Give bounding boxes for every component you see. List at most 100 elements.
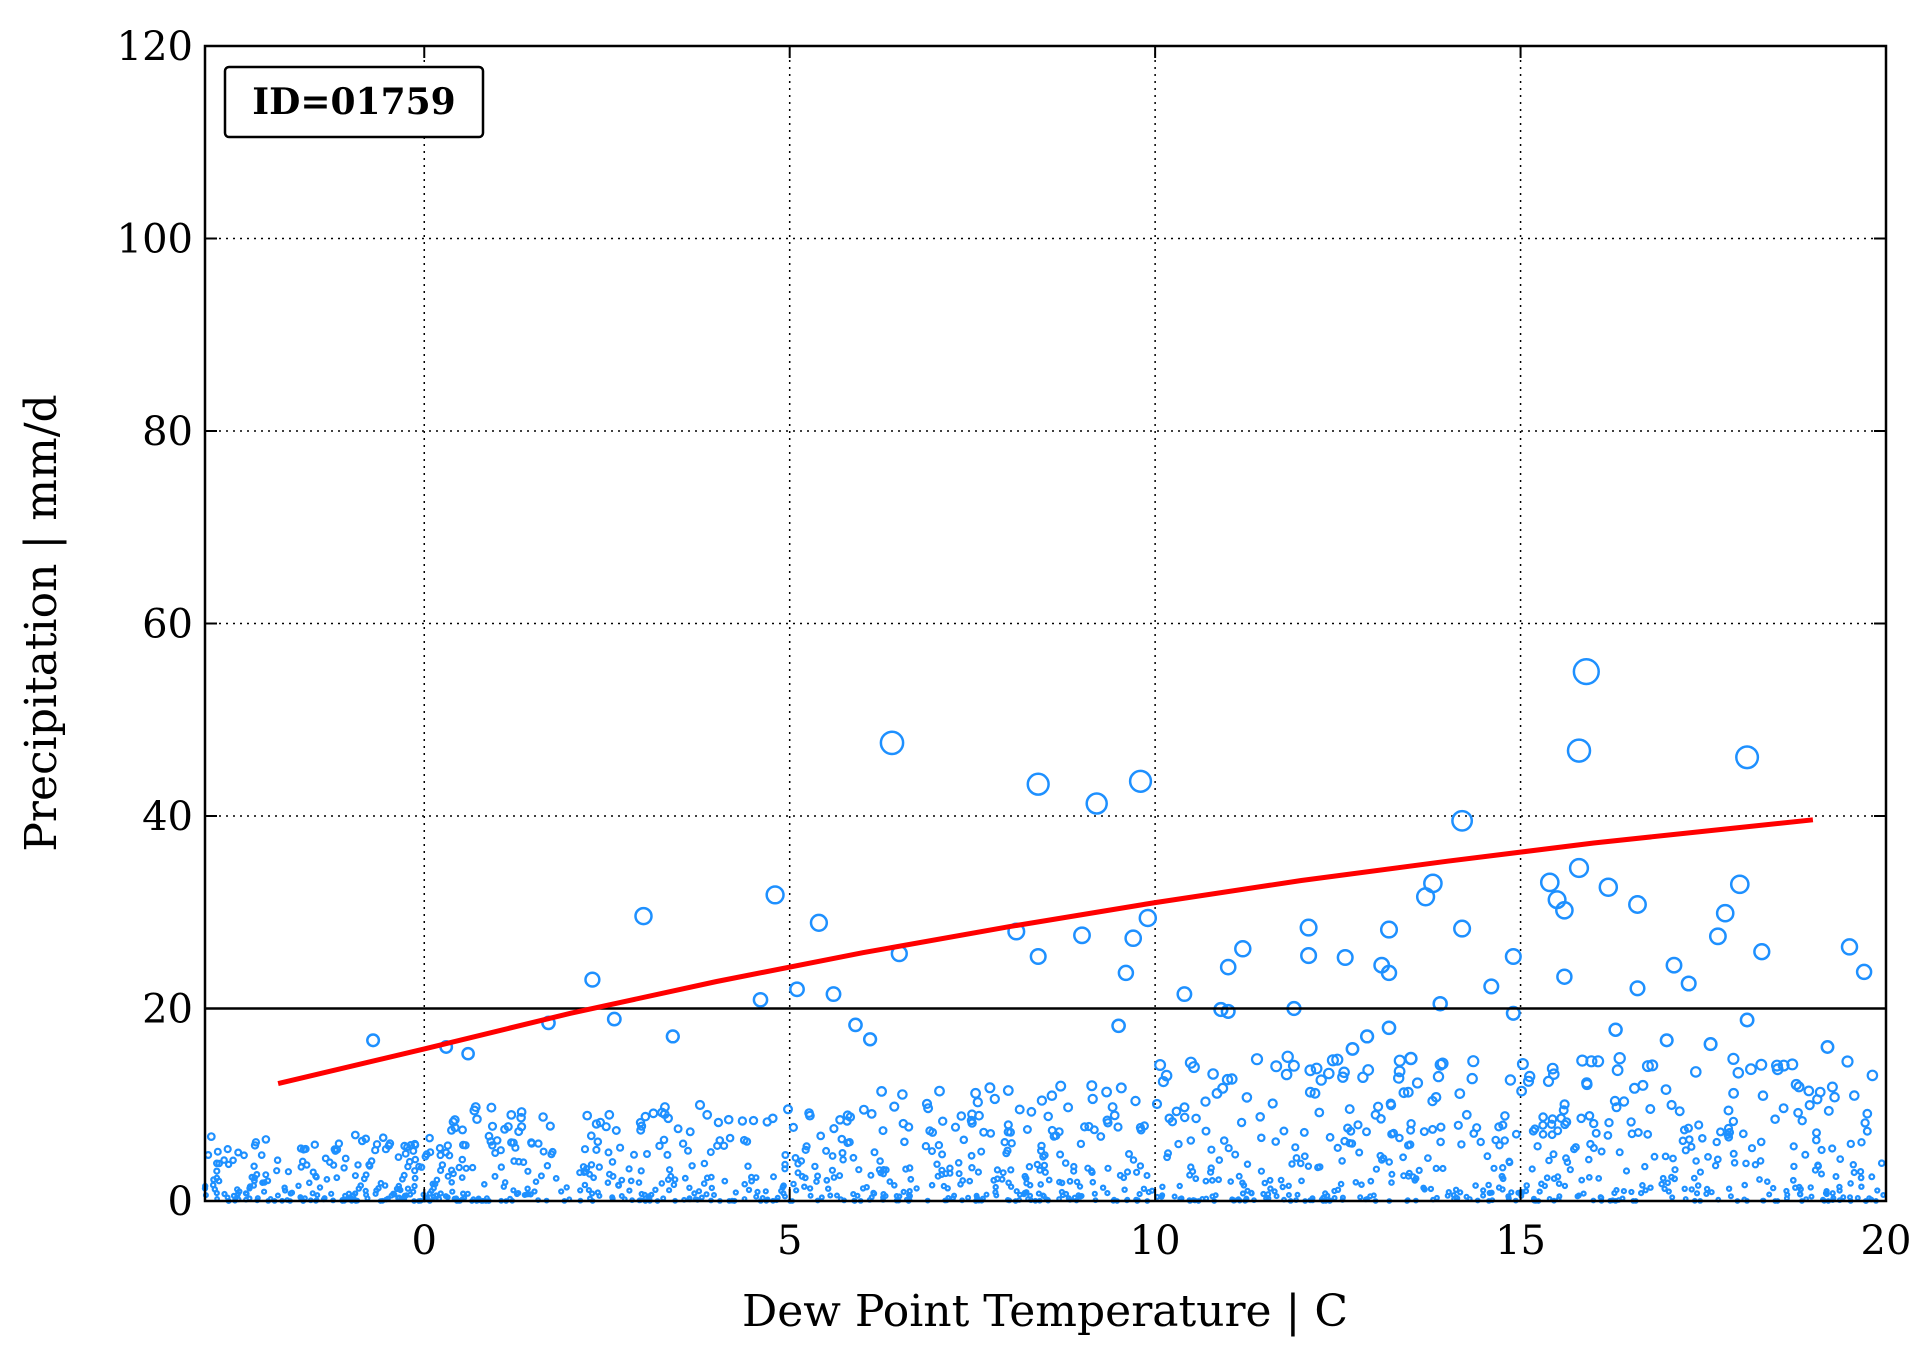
data-point bbox=[1664, 1179, 1672, 1187]
data-point bbox=[1221, 1073, 1234, 1086]
data-point bbox=[1271, 1188, 1278, 1195]
data-point bbox=[1628, 895, 1647, 914]
data-point bbox=[974, 1110, 984, 1121]
data-point bbox=[1690, 1174, 1698, 1182]
data-point bbox=[1287, 1059, 1300, 1072]
data-point bbox=[437, 1190, 444, 1197]
data-point bbox=[876, 1085, 887, 1097]
data-point bbox=[444, 1194, 451, 1201]
data-point bbox=[667, 1172, 675, 1180]
data-point bbox=[1040, 1193, 1047, 1200]
data-point bbox=[1333, 1143, 1342, 1153]
data-point bbox=[1585, 1173, 1593, 1181]
data-point bbox=[1841, 1055, 1854, 1068]
data-point bbox=[261, 1135, 271, 1144]
data-point bbox=[590, 1174, 597, 1182]
data-point bbox=[1451, 809, 1474, 832]
data-point bbox=[823, 1176, 831, 1184]
data-point bbox=[384, 1141, 393, 1150]
data-point bbox=[1202, 1177, 1210, 1185]
data-point bbox=[1849, 1160, 1858, 1169]
data-point bbox=[1163, 1153, 1171, 1162]
data-point bbox=[1300, 1152, 1309, 1161]
data-point bbox=[634, 906, 653, 926]
data-point bbox=[967, 1151, 976, 1160]
data-point bbox=[527, 1139, 536, 1148]
data-point bbox=[1430, 1092, 1442, 1103]
data-point bbox=[1089, 1125, 1099, 1135]
data-point bbox=[500, 1124, 510, 1134]
data-point bbox=[1176, 1182, 1183, 1190]
data-point bbox=[710, 1191, 717, 1198]
data-point bbox=[1480, 1192, 1487, 1199]
data-point bbox=[794, 1159, 802, 1168]
data-point bbox=[447, 1125, 457, 1135]
data-point bbox=[1732, 1067, 1745, 1079]
data-point bbox=[708, 1184, 716, 1192]
data-point bbox=[1498, 1163, 1507, 1172]
data-point bbox=[287, 1190, 294, 1197]
y-tick-label: 40 bbox=[142, 794, 193, 840]
data-point bbox=[1797, 1115, 1807, 1126]
data-point bbox=[1786, 1058, 1799, 1071]
data-point bbox=[769, 1173, 777, 1181]
data-point bbox=[1725, 1127, 1735, 1137]
data-point bbox=[1325, 1132, 1335, 1142]
x-tick-label: 15 bbox=[1495, 1218, 1546, 1264]
data-point bbox=[1560, 1119, 1570, 1130]
data-point bbox=[1694, 1120, 1704, 1130]
data-point bbox=[1812, 1135, 1821, 1145]
data-point bbox=[1812, 1094, 1823, 1105]
data-point bbox=[229, 1156, 237, 1165]
data-point bbox=[1463, 1193, 1470, 1200]
data-point bbox=[516, 1122, 527, 1132]
data-point bbox=[1179, 1112, 1190, 1123]
data-point bbox=[372, 1140, 382, 1149]
data-point bbox=[448, 1117, 458, 1127]
data-point bbox=[1077, 1193, 1084, 1200]
data-point bbox=[1523, 1182, 1531, 1189]
data-point bbox=[928, 1127, 938, 1137]
data-point bbox=[1219, 1136, 1229, 1145]
data-point bbox=[1086, 1080, 1098, 1092]
data-point bbox=[1646, 1059, 1659, 1072]
data-point bbox=[954, 1159, 963, 1167]
data-point bbox=[1778, 1103, 1789, 1114]
data-point bbox=[778, 1187, 785, 1195]
data-point bbox=[1826, 1081, 1838, 1093]
data-point bbox=[984, 1082, 996, 1094]
annotation-box: ID=01759 bbox=[223, 65, 485, 139]
data-point bbox=[445, 1151, 454, 1160]
data-point bbox=[390, 1190, 397, 1197]
data-point bbox=[1411, 1077, 1424, 1089]
data-point bbox=[1304, 1086, 1316, 1098]
data-point bbox=[626, 1187, 633, 1194]
data-point bbox=[524, 1185, 531, 1192]
data-point bbox=[1637, 1189, 1645, 1197]
data-point bbox=[1385, 1100, 1397, 1111]
data-point bbox=[902, 1165, 910, 1173]
data-point bbox=[220, 1156, 228, 1164]
data-point bbox=[1370, 1109, 1381, 1120]
dense-point-cloud bbox=[201, 1050, 1887, 1204]
data-point bbox=[1729, 1149, 1738, 1158]
data-point bbox=[673, 1124, 683, 1134]
data-point bbox=[1200, 1096, 1211, 1107]
data-point bbox=[691, 1190, 698, 1197]
data-point bbox=[1151, 1098, 1163, 1110]
data-point bbox=[545, 1121, 555, 1131]
data-point bbox=[1650, 1152, 1659, 1161]
data-point bbox=[1797, 1191, 1804, 1198]
data-point bbox=[867, 1171, 875, 1179]
data-point bbox=[1801, 1150, 1810, 1159]
data-point bbox=[1419, 1127, 1429, 1137]
data-point bbox=[436, 1151, 445, 1160]
data-point bbox=[1085, 792, 1108, 815]
data-point bbox=[1270, 1060, 1283, 1073]
data-point bbox=[1543, 1174, 1551, 1182]
data-point bbox=[658, 1180, 666, 1187]
data-point bbox=[507, 1138, 516, 1147]
data-point bbox=[638, 1190, 645, 1198]
data-point bbox=[1281, 1050, 1294, 1064]
data-point bbox=[305, 1179, 313, 1187]
